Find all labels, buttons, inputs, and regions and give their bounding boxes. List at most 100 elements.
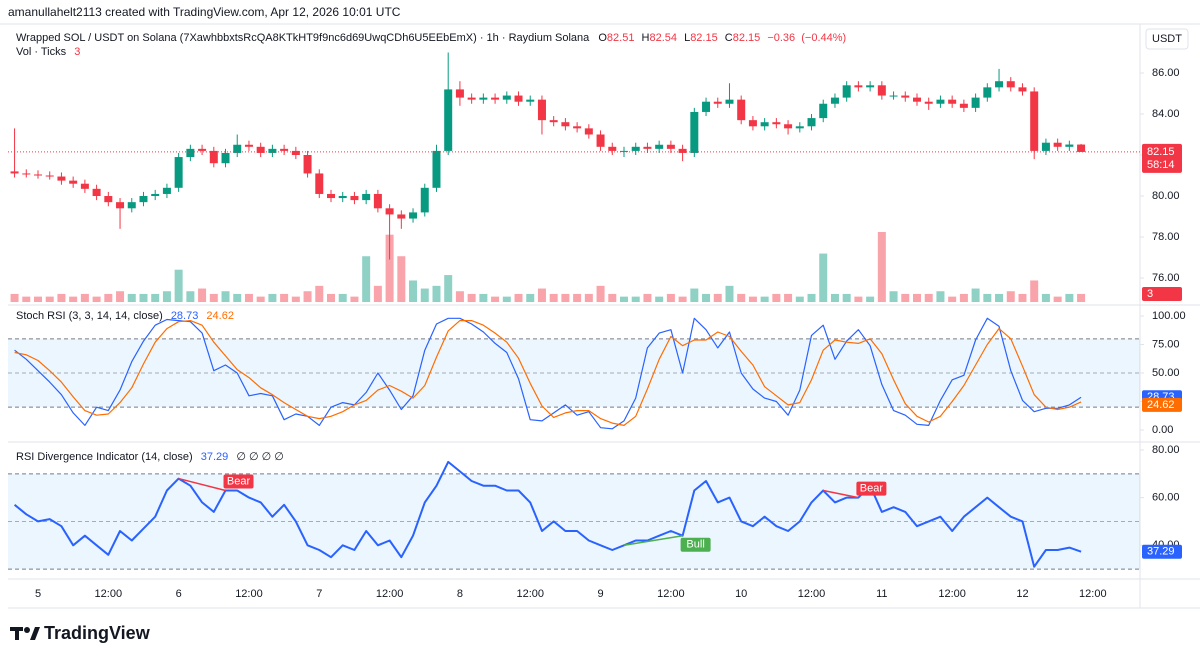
unit-label[interactable]: USDT	[1152, 33, 1182, 45]
candle-body	[1030, 91, 1039, 151]
candle-body	[362, 193, 371, 201]
candle-body	[34, 174, 42, 176]
y-tick-label: 60.00	[1152, 492, 1180, 504]
divergence-label-box	[856, 481, 887, 496]
divergence-label: Bear	[227, 475, 251, 487]
candle-body	[127, 202, 136, 209]
candle-body	[748, 120, 757, 127]
candle-body	[92, 188, 101, 197]
candle-body	[537, 99, 546, 121]
band-fill	[8, 338, 1140, 408]
candle-body	[479, 97, 488, 100]
candle-body	[561, 122, 570, 127]
volume-bar	[303, 291, 312, 302]
volume-bar	[315, 285, 324, 302]
candle-body	[1065, 144, 1074, 147]
candle-body	[608, 146, 617, 151]
volume-bar	[584, 293, 593, 302]
y-tick-label: 75.00	[1152, 338, 1180, 350]
logo-shape	[24, 627, 30, 633]
candle-body	[491, 97, 500, 100]
volume-bar	[514, 293, 523, 302]
y-tick-label: 0.00	[1152, 424, 1173, 436]
volume-bar	[139, 293, 148, 302]
volume-bar	[725, 285, 734, 302]
volume-bar	[373, 285, 382, 302]
candle-body	[549, 120, 558, 123]
volume-bar	[620, 296, 628, 302]
volume-bar	[1077, 293, 1086, 302]
ohlc-label: C	[725, 32, 733, 44]
ohlc-value: 82.15	[690, 32, 718, 44]
candle-body	[971, 97, 980, 108]
volume-bar	[983, 293, 992, 302]
x-tick-label: 12:00	[1079, 588, 1107, 600]
series-axis-label-box	[1142, 544, 1182, 559]
candle-body	[866, 85, 875, 88]
volume-bar	[901, 293, 910, 302]
volume-bar	[479, 293, 488, 302]
volume-bar	[116, 291, 125, 302]
volume-bar	[807, 293, 816, 302]
candle-body	[444, 89, 453, 151]
series-line	[13, 460, 1082, 568]
volume-bar	[748, 296, 757, 302]
volume-bar	[608, 293, 617, 302]
volume-bar	[866, 296, 875, 302]
candle-body	[573, 126, 582, 129]
y-tick-label: 84.00	[1152, 108, 1180, 120]
volume-bar	[819, 253, 828, 302]
volume-bar	[10, 293, 19, 302]
x-tick-label: 12:00	[657, 588, 685, 600]
candle-body	[221, 152, 230, 164]
volume-bar	[713, 293, 722, 302]
volume-bar	[549, 293, 558, 302]
ohlc-value: 82.54	[649, 32, 677, 44]
unit-box[interactable]	[1145, 28, 1189, 50]
candle-body	[502, 95, 511, 100]
candle-body	[198, 148, 207, 151]
volume-bar	[678, 296, 687, 302]
candle-body	[842, 85, 851, 98]
candle-body	[80, 183, 89, 189]
series-axis-label: 37.29	[1147, 546, 1175, 558]
volume-bar	[971, 288, 980, 302]
logo: TradingView	[10, 623, 151, 643]
candle-body	[162, 187, 171, 194]
volume-bar	[596, 285, 605, 302]
volume-bar	[162, 291, 171, 302]
ohlc-label: O	[598, 32, 607, 44]
candle-body	[455, 89, 464, 98]
candle-body	[268, 148, 277, 153]
volume-bar	[92, 296, 101, 302]
stoch-title: Stoch RSI (3, 3, 14, 14, close)	[16, 310, 163, 322]
volume-bar	[690, 288, 699, 302]
candle-body	[995, 81, 1004, 88]
volume-bar	[104, 293, 113, 302]
candle-body	[760, 122, 769, 127]
volume-bar	[455, 291, 464, 302]
candle-body	[877, 85, 886, 96]
candle-body	[420, 187, 429, 213]
volume-bar	[924, 293, 933, 302]
volume-bar	[948, 296, 957, 302]
candle-body	[69, 180, 78, 184]
candle-body	[936, 99, 945, 104]
x-tick-label: 10	[735, 588, 747, 600]
volume-bar	[537, 288, 546, 302]
candle-body	[713, 101, 722, 104]
volume-bar	[256, 296, 265, 302]
rsi-value: 37.29	[201, 451, 229, 463]
divergence-label-box	[223, 474, 254, 489]
volume-bar	[666, 293, 675, 302]
x-tick-label: 12:00	[95, 588, 123, 600]
ohlc-value: 82.51	[607, 32, 635, 44]
ohlc-label: H	[642, 32, 650, 44]
volume-bar	[69, 296, 78, 302]
volume-bar	[502, 296, 511, 302]
stoch-k-value: 28.73	[171, 310, 199, 322]
volume-bar	[327, 293, 335, 302]
volume-bar	[244, 293, 253, 302]
rsi-title: RSI Divergence Indicator (14, close)	[16, 451, 193, 463]
candle-body	[959, 103, 968, 108]
